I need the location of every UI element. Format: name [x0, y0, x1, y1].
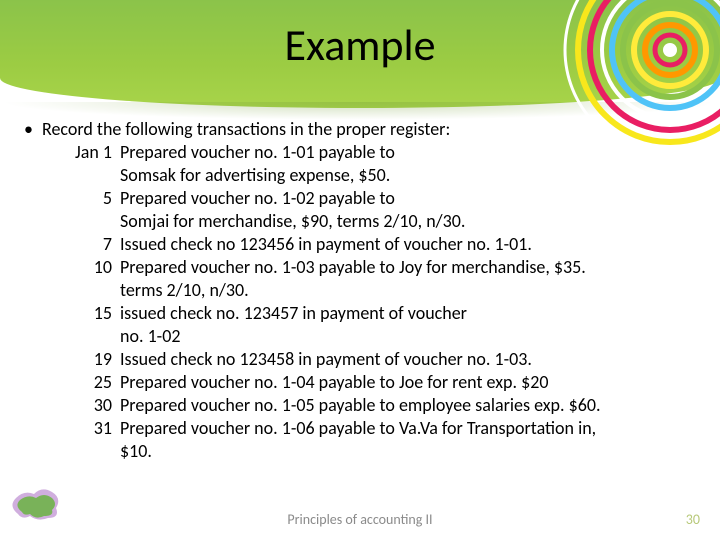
- footer-text: Principles of accounting II: [0, 511, 720, 528]
- transaction-date: 7: [62, 233, 120, 256]
- transaction-text: Issued check no 123458 in payment of vou…: [120, 348, 710, 371]
- transaction-row: Somjai for merchandise, $90, terms 2/10,…: [20, 210, 710, 233]
- transaction-text: Prepared voucher no. 1-02 payable to: [120, 187, 710, 210]
- transaction-date: [62, 279, 120, 302]
- transaction-date: 25: [62, 371, 120, 394]
- transaction-row: 19Issued check no 123458 in payment of v…: [20, 348, 710, 371]
- bullet-marker: •: [20, 118, 42, 141]
- transaction-text: Issued check no 123456 in payment of vou…: [120, 233, 710, 256]
- transaction-date: 19: [62, 348, 120, 371]
- transaction-row: 7Issued check no 123456 in payment of vo…: [20, 233, 710, 256]
- transaction-date: [62, 325, 120, 348]
- slide: Example • Record the following transacti…: [0, 0, 720, 540]
- transaction-date: [62, 210, 120, 233]
- transaction-text: Somsak for advertising expense, $50.: [120, 164, 710, 187]
- transaction-date: 30: [62, 394, 120, 417]
- transaction-text: no. 1-02: [120, 325, 710, 348]
- transaction-text: Prepared voucher no. 1-05 payable to emp…: [120, 394, 710, 417]
- transaction-row: 31Prepared voucher no. 1-06 payable to V…: [20, 417, 710, 440]
- transaction-row: 30Prepared voucher no. 1-05 payable to e…: [20, 394, 710, 417]
- transaction-date: 31: [62, 417, 120, 440]
- transaction-row: 5Prepared voucher no. 1-02 payable to: [20, 187, 710, 210]
- bullet-intro-text: Record the following transactions in the…: [42, 118, 710, 141]
- transaction-text: issued check no. 123457 in payment of vo…: [120, 302, 710, 325]
- transaction-date: 5: [62, 187, 120, 210]
- transaction-text: Prepared voucher no. 1-06 payable to Va.…: [120, 417, 710, 440]
- transaction-row: Somsak for advertising expense, $50.: [20, 164, 710, 187]
- slide-title: Example: [0, 18, 720, 72]
- transaction-text: Prepared voucher no. 1-01 payable to: [120, 141, 710, 164]
- transaction-row: 10Prepared voucher no. 1-03 payable to J…: [20, 256, 710, 279]
- transaction-row: terms 2/10, n/30.: [20, 279, 710, 302]
- bullet-intro-row: • Record the following transactions in t…: [20, 118, 710, 141]
- transaction-date: 10: [62, 256, 120, 279]
- transaction-text: Prepared voucher no. 1-04 payable to Joe…: [120, 371, 710, 394]
- slide-body: • Record the following transactions in t…: [20, 118, 710, 463]
- transaction-text: Prepared voucher no. 1-03 payable to Joy…: [120, 256, 710, 279]
- transaction-row: no. 1-02: [20, 325, 710, 348]
- transaction-date: Jan 1: [62, 141, 120, 164]
- transaction-row: Jan 1Prepared voucher no. 1-01 payable t…: [20, 141, 710, 164]
- transaction-text: Somjai for merchandise, $90, terms 2/10,…: [120, 210, 710, 233]
- transaction-date: 15: [62, 302, 120, 325]
- transaction-date: [62, 440, 120, 463]
- page-number: 30: [686, 511, 700, 528]
- transaction-row: 15issued check no. 123457 in payment of …: [20, 302, 710, 325]
- transaction-text: terms 2/10, n/30.: [120, 279, 710, 302]
- transaction-row: $10.: [20, 440, 710, 463]
- transaction-row: 25Prepared voucher no. 1-04 payable to J…: [20, 371, 710, 394]
- transaction-text: $10.: [120, 440, 710, 463]
- transaction-date: [62, 164, 120, 187]
- transaction-list: Jan 1Prepared voucher no. 1-01 payable t…: [20, 141, 710, 463]
